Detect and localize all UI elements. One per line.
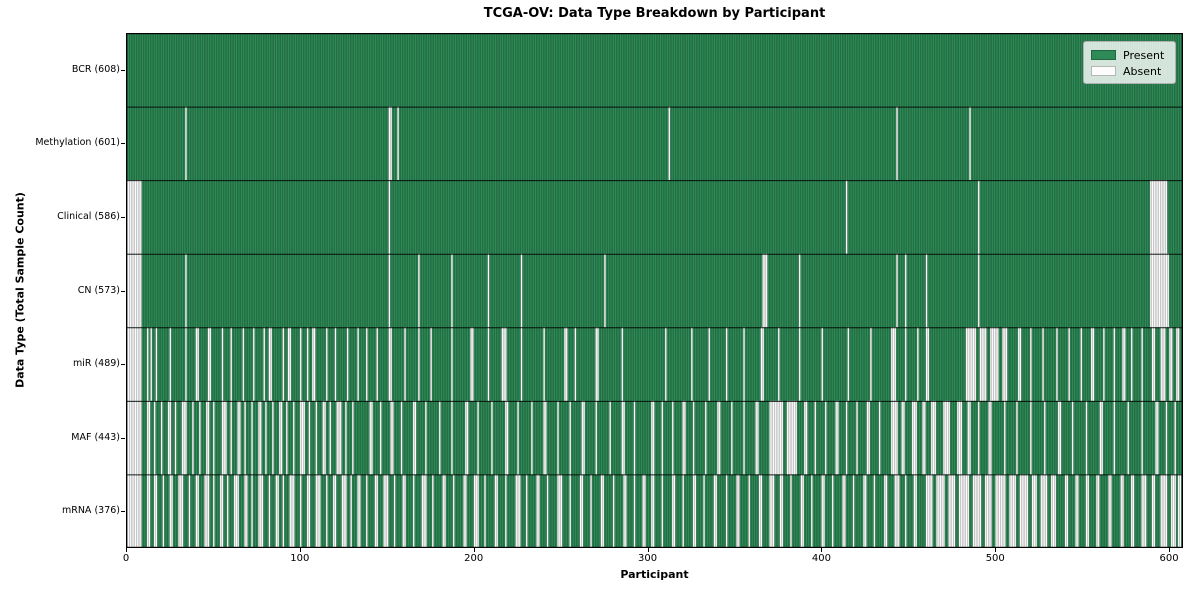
x-tick-mark [300, 548, 301, 552]
row-label-Clinical: Clinical (586) [57, 210, 120, 222]
y-tick-mark [121, 143, 125, 144]
row-label-mRNA: mRNA (376) [61, 505, 120, 517]
x-tick-label: 400 [811, 553, 831, 564]
legend: Present Absent [1083, 41, 1176, 84]
row-label-BCR: BCR (608) [71, 63, 120, 75]
x-tick-label: 300 [637, 553, 658, 564]
legend-entry-absent: Absent [1091, 64, 1168, 79]
x-tick-mark [1169, 548, 1170, 552]
chart-title: TCGA-OV: Data Type Breakdown by Particip… [483, 6, 826, 21]
y-tick-mark [121, 70, 125, 71]
row-label-Methylation: Methylation (601) [35, 137, 120, 149]
x-tick-mark [474, 548, 475, 552]
x-tick-mark [648, 548, 649, 552]
y-tick-mark [121, 438, 125, 439]
x-tick-mark [126, 548, 127, 552]
y-tick-mark [121, 217, 125, 218]
legend-entry-present: Present [1091, 48, 1168, 63]
legend-swatch-present [1091, 50, 1116, 60]
y-tick-mark [121, 291, 125, 292]
y-tick-mark [121, 511, 125, 512]
row-label-miR: miR (489) [72, 358, 120, 370]
row-label-CN: CN (573) [77, 284, 120, 296]
y-tick-mark [121, 364, 125, 365]
x-tick-label: 200 [464, 553, 484, 564]
legend-swatch-absent [1091, 66, 1116, 76]
legend-label-absent: Absent [1123, 64, 1162, 78]
row-label-MAF: MAF (443) [71, 431, 120, 443]
heatmap-canvas [126, 33, 1183, 548]
x-tick-label: 100 [290, 553, 310, 564]
x-tick-mark [821, 548, 822, 552]
x-tick-mark [995, 548, 996, 552]
x-tick-label: 0 [122, 553, 130, 564]
x-axis-title: Participant [620, 568, 689, 581]
legend-label-present: Present [1123, 48, 1165, 62]
x-tick-label: 600 [1159, 553, 1179, 564]
x-tick-label: 500 [985, 553, 1005, 564]
